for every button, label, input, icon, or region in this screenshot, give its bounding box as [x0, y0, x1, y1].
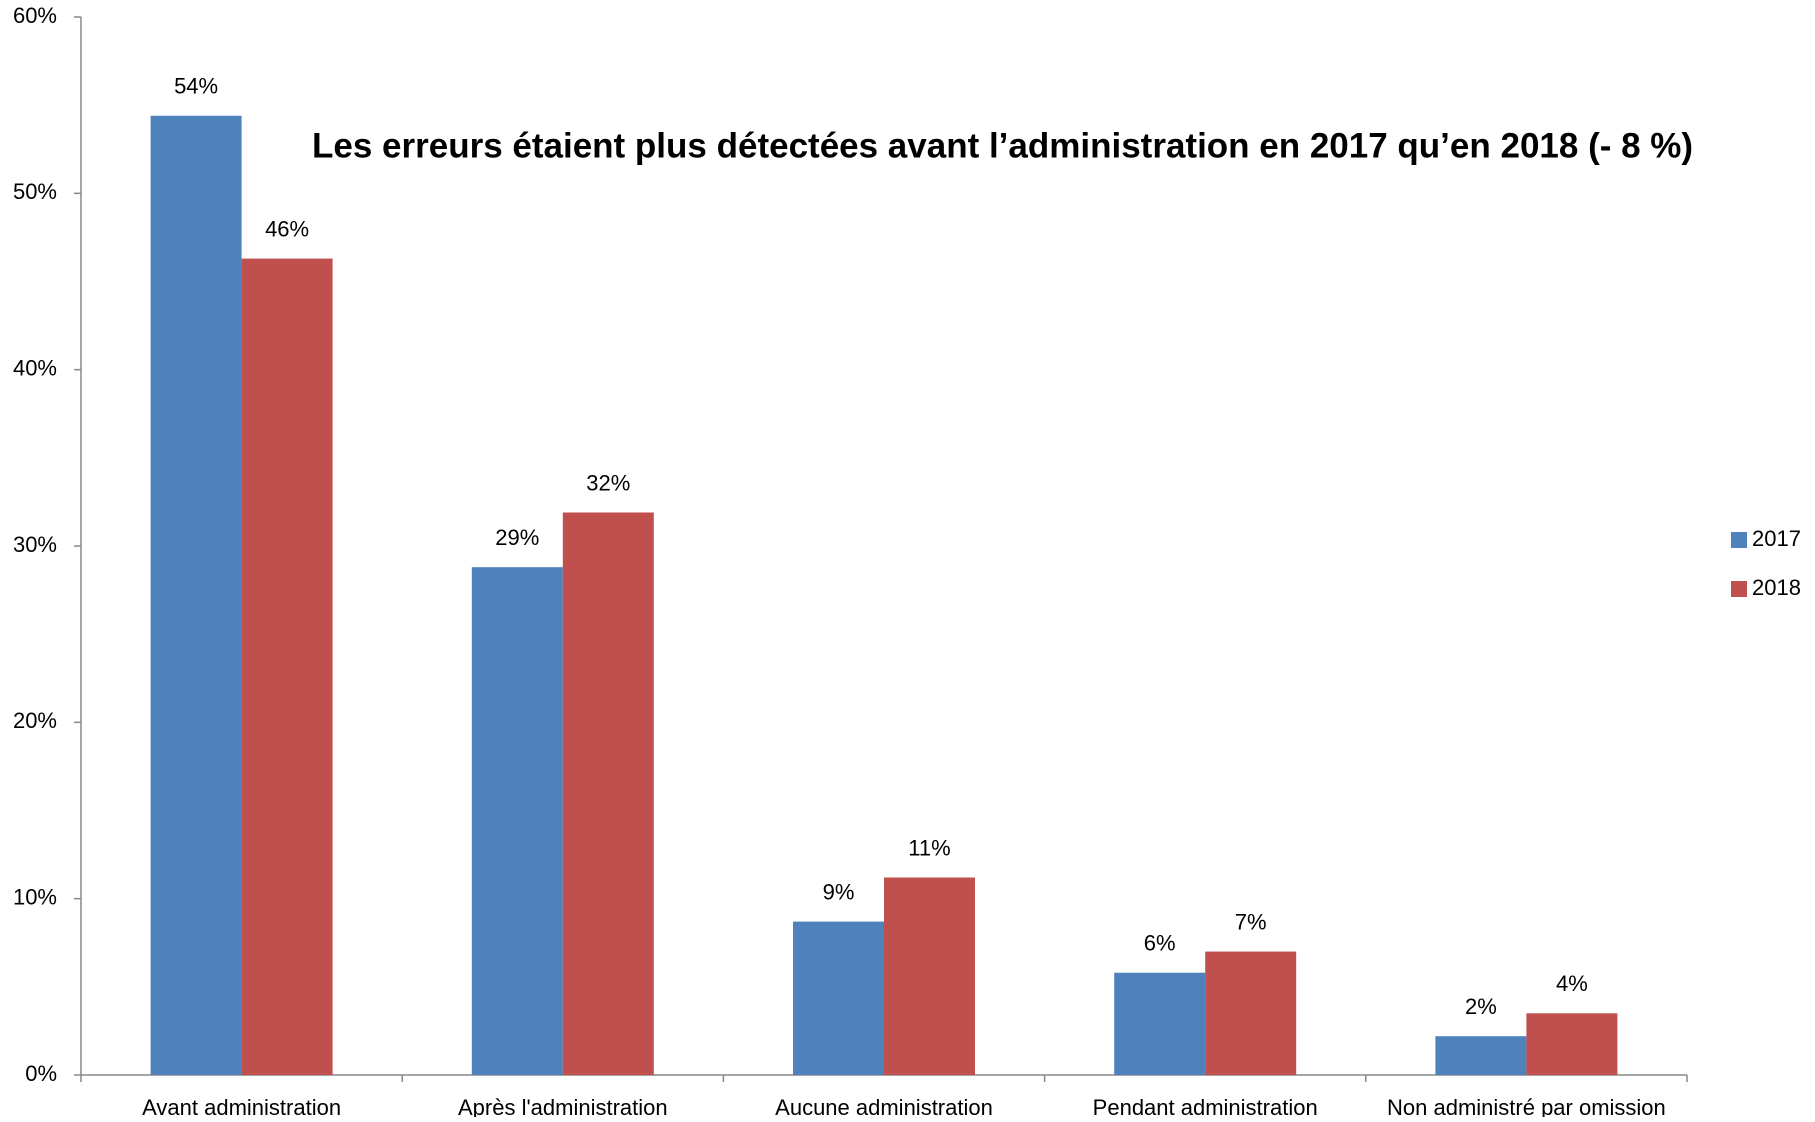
bar — [1114, 972, 1206, 1075]
bar — [150, 115, 242, 1076]
value-label: 7% — [1235, 909, 1267, 934]
y-tick-label: 40% — [13, 355, 57, 380]
x-tick-label: Aucune administration — [775, 1095, 993, 1117]
value-label: 46% — [265, 216, 309, 241]
y-tick-label: 10% — [13, 884, 57, 909]
legend-swatch — [1731, 581, 1747, 597]
y-tick-label: 60% — [13, 3, 57, 28]
y-tick-label: 0% — [25, 1061, 57, 1086]
x-tick-label: Avant administration — [142, 1095, 341, 1117]
bar — [884, 877, 975, 1075]
bar — [1435, 1036, 1527, 1075]
x-tick-label: Non administré par omission — [1387, 1095, 1666, 1117]
value-label: 4% — [1556, 971, 1588, 996]
value-label: 2% — [1465, 994, 1497, 1019]
value-label: 32% — [586, 470, 630, 495]
legend-label: 2017 — [1752, 526, 1801, 551]
bar — [241, 258, 333, 1075]
value-label: 9% — [823, 879, 855, 904]
x-tick-label: Pendant administration — [1093, 1095, 1318, 1117]
value-label: 29% — [495, 525, 539, 550]
value-label: 6% — [1144, 931, 1176, 956]
y-tick-label: 20% — [13, 708, 57, 733]
bar — [562, 512, 654, 1075]
bar — [471, 567, 563, 1075]
annotation: Les erreurs étaient plus détectées avant… — [312, 126, 1693, 165]
x-tick-label: Après l'administration — [458, 1095, 668, 1117]
legend-swatch — [1731, 532, 1747, 548]
bar — [793, 921, 884, 1075]
legend-label: 2018 — [1752, 575, 1801, 600]
y-tick-label: 50% — [13, 179, 57, 204]
bar — [1526, 1013, 1618, 1075]
value-label: 11% — [908, 835, 950, 860]
y-tick-label: 30% — [13, 532, 57, 557]
bar — [1205, 951, 1297, 1075]
value-label: 54% — [174, 74, 218, 99]
